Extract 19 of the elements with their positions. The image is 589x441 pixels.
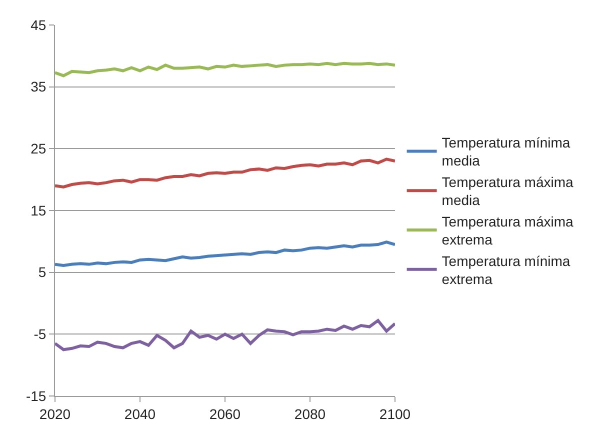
legend-label: Temperatura mínima media: [442, 134, 570, 169]
x-tick-label: 2080: [294, 406, 326, 422]
line-series: [55, 62, 395, 78]
x-tick-label: 2040: [124, 406, 156, 422]
y-tick-label: 5: [38, 264, 46, 280]
x-tick-label: 2020: [39, 406, 71, 422]
legend-label: Temperatura máxima extrema: [442, 213, 574, 248]
x-tick-label: 2100: [379, 406, 411, 422]
y-tick-label: -5: [34, 326, 46, 342]
y-tick-label: 15: [30, 202, 46, 218]
y-tick-label: 45: [30, 16, 46, 33]
legend-label: Temperatura mínima extrema: [442, 252, 570, 287]
y-tick-label: 35: [30, 78, 46, 95]
line-series: [55, 240, 395, 268]
y-tick-label: 25: [30, 140, 46, 157]
legend-label: Temperatura máxima media: [442, 174, 574, 208]
y-tick-label: -15: [26, 388, 46, 404]
x-tick-label: 2060: [209, 406, 241, 422]
line-series: [55, 158, 395, 188]
